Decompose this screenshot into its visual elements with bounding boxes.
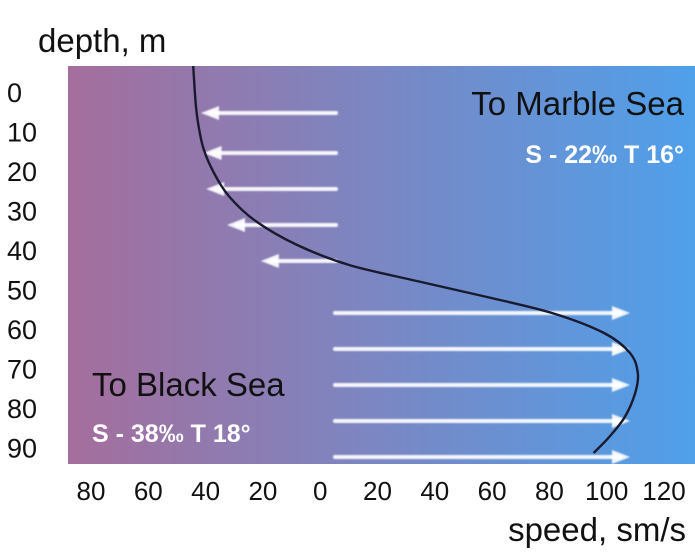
flow-arrow	[227, 218, 338, 232]
depth-axis-title: depth, m	[38, 22, 166, 59]
upper-flow-params: S - 22‰ T 16°	[525, 141, 684, 169]
flow-arrow	[333, 306, 630, 320]
depth-tick-labels: 0 10 20 30 40 50 60 70 80 90	[7, 78, 37, 464]
flow-arrow	[260, 254, 338, 268]
depth-tick-label: 70	[7, 355, 37, 385]
speed-tick-labels: 80 60 40 20 0 20 40 60 80 100 120	[77, 476, 686, 506]
depth-tick-label: 90	[7, 434, 37, 464]
speed-tick-label: 20	[363, 476, 392, 506]
speed-axis-title: speed, sm/s	[508, 511, 686, 548]
depth-tick-label: 20	[7, 157, 37, 187]
depth-tick-label: 60	[7, 315, 37, 345]
velocity-profile-curve	[192, 65, 640, 454]
speed-tick-label: 60	[134, 476, 163, 506]
speed-tick-label: 20	[248, 476, 277, 506]
upper-flow-title: To Marble Sea	[471, 85, 684, 122]
plot-area	[68, 66, 695, 464]
speed-tick-label: 80	[535, 476, 564, 506]
speed-tick-label: 80	[77, 476, 106, 506]
depth-tick-label: 0	[7, 78, 22, 108]
depth-tick-label: 30	[7, 197, 37, 227]
depth-tick-label: 10	[7, 118, 37, 148]
speed-tick-label: 40	[420, 476, 449, 506]
depth-tick-label: 80	[7, 394, 37, 424]
speed-tick-label: 100	[585, 476, 628, 506]
depth-tick-label: 40	[7, 236, 37, 266]
speed-tick-label: 40	[191, 476, 220, 506]
lower-flow-title: To Black Sea	[92, 366, 285, 403]
flow-arrow	[201, 106, 338, 120]
speed-tick-label: 60	[478, 476, 507, 506]
lower-flow-arrows	[333, 306, 630, 464]
speed-tick-label: 0	[313, 476, 327, 506]
speed-tick-label: 120	[642, 476, 685, 506]
flow-arrow	[203, 146, 338, 160]
flow-arrow	[206, 182, 338, 196]
flow-arrow	[333, 342, 630, 356]
flow-arrow	[333, 450, 630, 464]
flow-arrow	[333, 378, 630, 392]
depth-tick-label: 50	[7, 276, 37, 306]
upper-flow-arrows	[201, 106, 338, 268]
lower-flow-params: S - 38‰ T 18°	[92, 420, 251, 448]
